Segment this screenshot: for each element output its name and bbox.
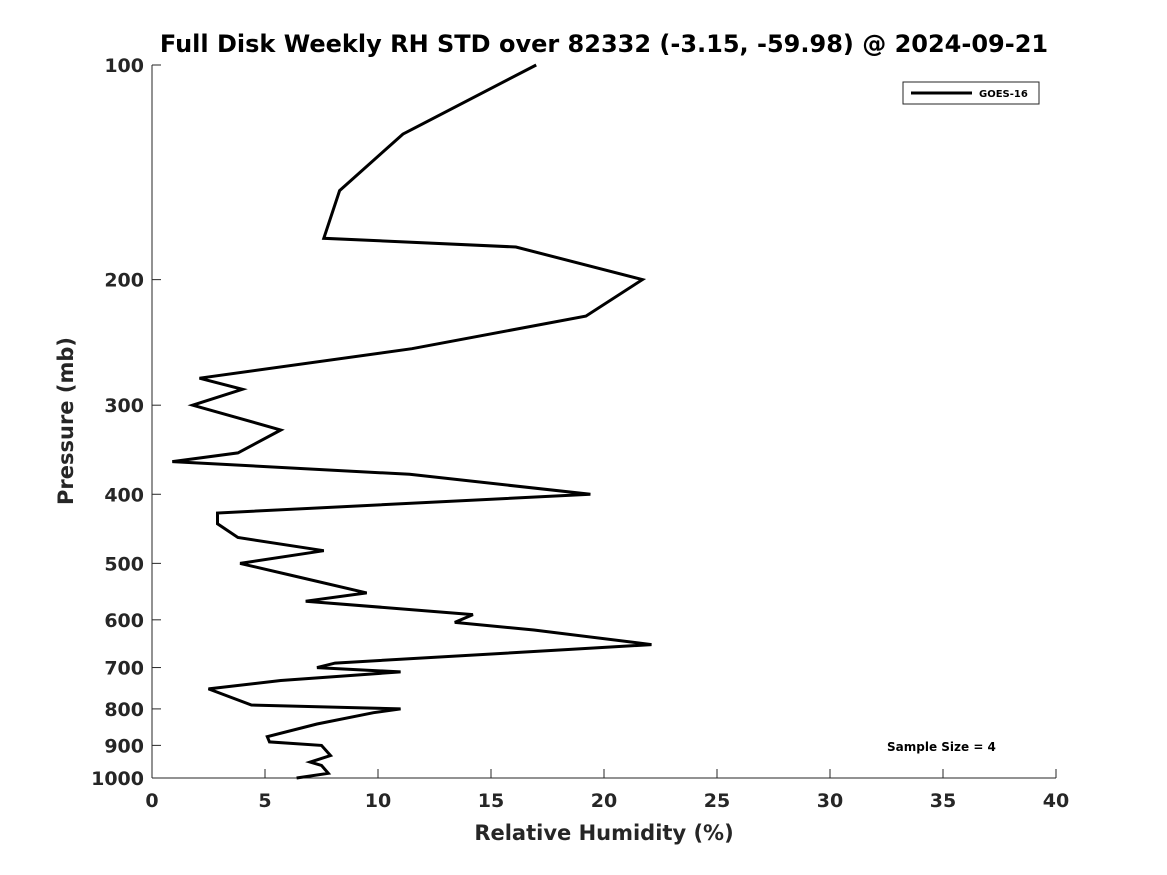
y-tick-label: 900: [104, 735, 144, 757]
x-tick-label: 40: [1043, 790, 1069, 812]
x-tick-label: 25: [704, 790, 730, 812]
legend: GOES-16: [902, 81, 1040, 105]
y-tick-label: 800: [104, 699, 144, 721]
x-axis-ticks: 0 5 10 15 20 25 30 35 40: [145, 769, 1069, 812]
x-tick-label: 15: [478, 790, 504, 812]
y-tick-label: 600: [104, 610, 144, 632]
x-tick-label: 30: [817, 790, 843, 812]
series-line-goes-16: [172, 63, 652, 780]
x-tick-label: 0: [145, 790, 158, 812]
x-tick-label: 35: [930, 790, 956, 812]
y-axis-label: Pressure (mb): [54, 337, 78, 505]
x-axis-label: Relative Humidity (%): [474, 821, 733, 845]
y-axis-ticks: 100 200 300 400 500 600 700 800 900 1000: [91, 55, 161, 790]
legend-label: GOES-16: [979, 89, 1028, 100]
x-tick-label: 5: [258, 790, 271, 812]
y-tick-label: 400: [104, 484, 144, 506]
y-tick-label: 200: [104, 270, 144, 292]
chart-title: Full Disk Weekly RH STD over 82332 (-3.1…: [160, 30, 1048, 58]
axes: [151, 65, 1056, 779]
y-tick-label: 700: [104, 658, 144, 680]
x-tick-label: 10: [365, 790, 391, 812]
y-tick-label: 1000: [91, 768, 144, 790]
series-group: [172, 63, 652, 780]
y-tick-label: 100: [104, 55, 144, 77]
y-tick-label: 300: [104, 395, 144, 417]
y-tick-label: 500: [104, 553, 144, 575]
sample-size-annotation: Sample Size = 4: [887, 740, 996, 754]
x-tick-label: 20: [591, 790, 617, 812]
